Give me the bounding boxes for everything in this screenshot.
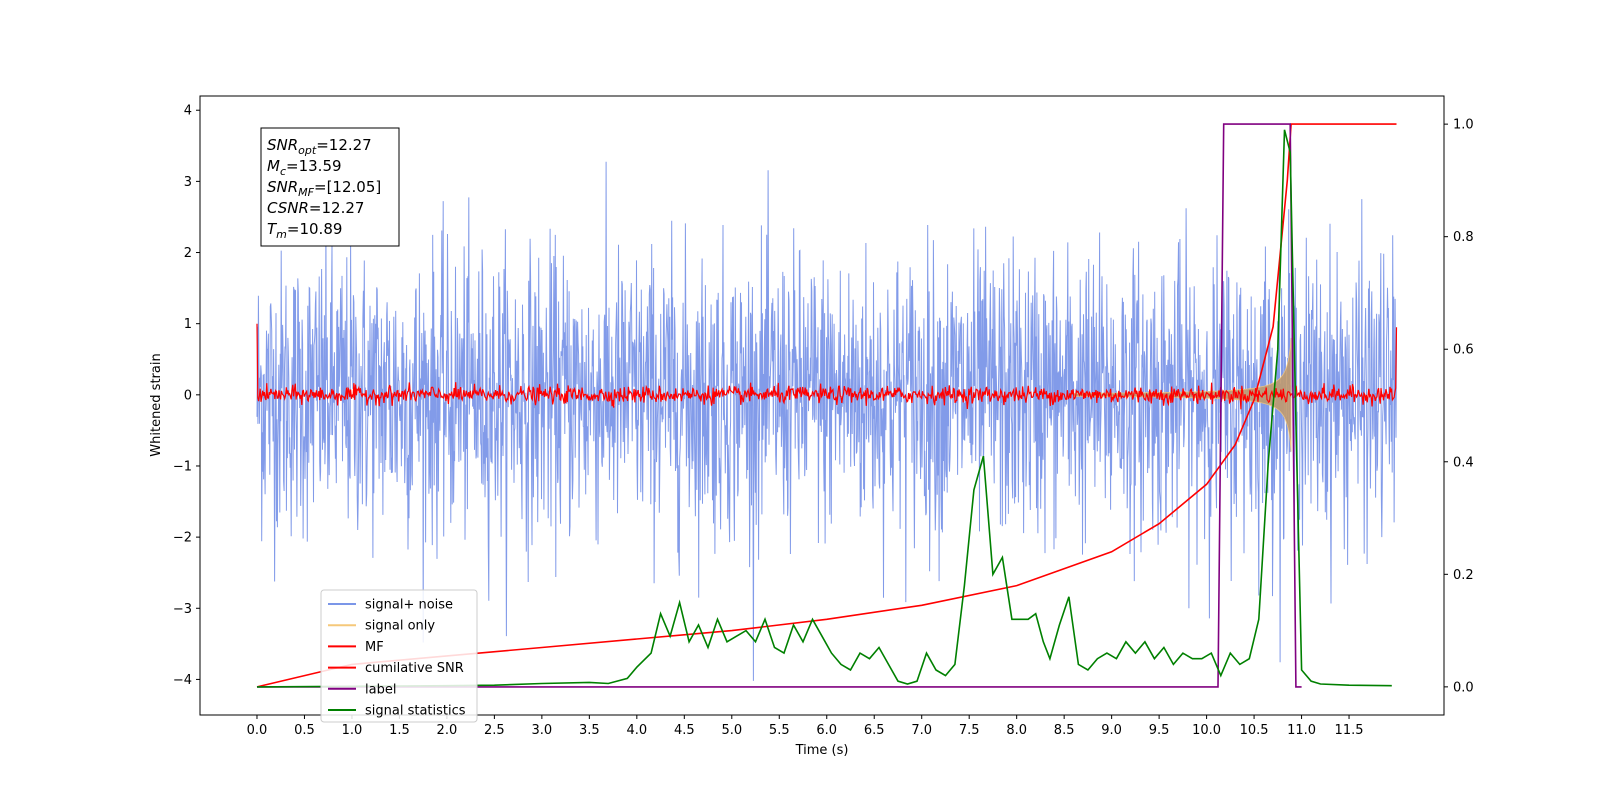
x-tick-label: 10.0	[1192, 723, 1221, 738]
annotation-snr_opt: SNRopt=12.27	[267, 136, 372, 157]
x-tick-label: 9.0	[1101, 723, 1122, 738]
plot-area	[256, 123, 1398, 688]
annotation-var: SNR	[267, 178, 298, 196]
annotation-snr_mf: SNRMF=[12.05]	[267, 178, 381, 199]
right-y-tick-label: 0.6	[1453, 343, 1474, 358]
right-y-tick-label: 0.2	[1453, 568, 1474, 583]
right-y-tick-label: 0.0	[1453, 680, 1474, 695]
x-tick-label: 2.0	[437, 723, 458, 738]
x-tick-label: 0.5	[294, 723, 315, 738]
legend-label: label	[365, 682, 396, 697]
x-tick-label: 1.0	[342, 723, 363, 738]
annotation-mc: Mc=13.59	[267, 157, 342, 178]
annotation-sub: MF	[298, 186, 314, 199]
x-tick-label: 6.5	[864, 723, 885, 738]
left-y-tick-label: −1	[173, 459, 192, 474]
series-signal-noise	[256, 161, 1397, 681]
x-tick-label: 7.5	[959, 723, 980, 738]
left-y-tick-label: 1	[184, 317, 192, 332]
left-y-tick-label: 0	[184, 388, 192, 403]
x-tick-label: 7.0	[911, 723, 932, 738]
x-tick-label: 4.0	[626, 723, 647, 738]
annotation-csnr: CSNR=12.27	[267, 199, 364, 217]
left-y-axis-ticks: 4 3 2 1 0 −1 −2 −3 −4	[173, 104, 200, 688]
annotation-var: T	[267, 220, 278, 238]
annotation-frame	[260, 127, 400, 247]
legend-label: signal only	[365, 619, 435, 634]
legend-label: cumilative SNR	[365, 661, 464, 676]
right-y-tick-label: 1.0	[1453, 118, 1474, 133]
right-y-axis-ticks: 1.0 0.8 0.6 0.4 0.2 0.0	[1444, 118, 1474, 695]
annotation-var: CSNR	[267, 199, 309, 217]
legend-frame	[320, 589, 478, 723]
annotation-tm: Tm=10.89	[267, 220, 342, 241]
annotation-box: SNRopt=12.27Mc=13.59SNRMF=[12.05]CSNR=12…	[260, 127, 400, 247]
x-tick-label: 5.0	[721, 723, 742, 738]
x-tick-label: 11.0	[1287, 723, 1316, 738]
x-tick-label: 9.5	[1149, 723, 1170, 738]
right-y-tick-label: 0.8	[1453, 230, 1474, 245]
annotation-var: M	[267, 157, 280, 175]
x-axis-label: Time (s)	[795, 743, 849, 758]
x-tick-label: 8.5	[1054, 723, 1075, 738]
series-signal-statistics	[256, 129, 1392, 688]
right-y-tick-label: 0.4	[1453, 455, 1474, 470]
left-y-tick-label: −2	[173, 531, 192, 546]
annotation-value: =13.59	[286, 157, 342, 175]
x-tick-label: 2.5	[484, 723, 505, 738]
x-tick-label: 1.5	[389, 723, 410, 738]
left-y-tick-label: −3	[173, 602, 192, 617]
legend-label: MF	[365, 640, 384, 655]
annotation-value: =[12.05]	[314, 178, 381, 196]
x-axis-ticks: 0.0 0.5 1.0 1.5 2.0 2.5 3.0 3.5 4.0 4.5 5.0 5.5 6.0 6…	[247, 715, 1364, 738]
left-y-tick-label: −4	[173, 673, 192, 688]
x-tick-label: 10.5	[1240, 723, 1269, 738]
left-y-tick-label: 4	[184, 104, 192, 119]
legend: signal+ noise signal only MF cumilative SNR…	[320, 589, 478, 723]
x-tick-label: 3.0	[532, 723, 553, 738]
left-y-tick-label: 2	[184, 246, 192, 261]
left-y-tick-label: 3	[184, 175, 192, 190]
x-tick-label: 5.5	[769, 723, 790, 738]
y-axis-label: Whitened strain	[149, 353, 164, 456]
series-cumulative-snr	[256, 123, 1397, 688]
series-label	[257, 123, 1302, 688]
series-mf	[256, 323, 1398, 410]
x-tick-label: 11.5	[1335, 723, 1364, 738]
x-tick-label: 4.5	[674, 723, 695, 738]
x-tick-label: 0.0	[247, 723, 268, 738]
x-tick-label: 3.5	[579, 723, 600, 738]
x-tick-label: 6.0	[816, 723, 837, 738]
plot-frame	[199, 95, 1445, 716]
annotation-value: =10.89	[287, 220, 343, 238]
annotation-value: =12.27	[316, 136, 372, 154]
legend-label: signal+ noise	[365, 598, 453, 613]
annotation-sub: opt	[298, 144, 317, 157]
legend-label: signal statistics	[365, 704, 466, 719]
x-tick-label: 8.0	[1006, 723, 1027, 738]
annotation-var: SNR	[267, 136, 298, 154]
annotation-sub: m	[276, 228, 287, 241]
annotation-sub: c	[280, 165, 286, 178]
annotation-value: =12.27	[309, 199, 365, 217]
